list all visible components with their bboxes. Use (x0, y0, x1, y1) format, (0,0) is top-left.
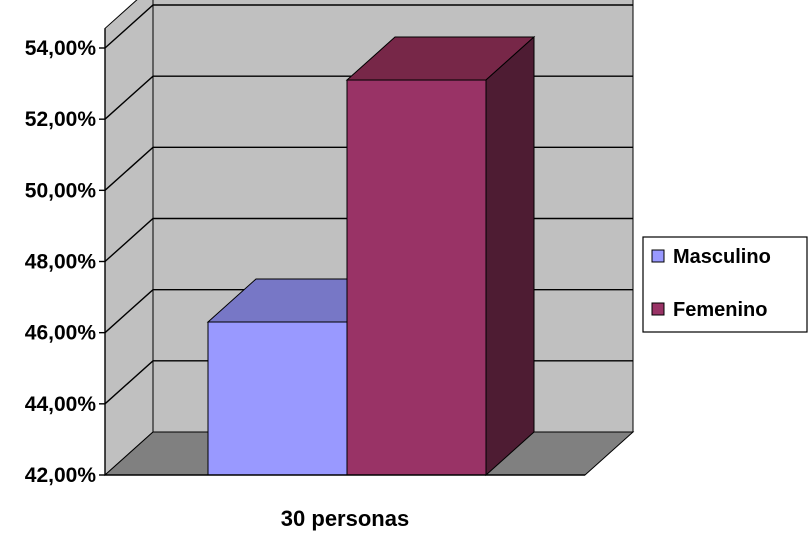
bar-femenino (346, 79, 487, 476)
bars (206, 35, 536, 477)
axes (104, 28, 585, 476)
legend-swatch-masculino (651, 249, 665, 263)
gridline (104, 4, 633, 49)
bar-side-femenino (485, 35, 535, 477)
y-tick-label: 44,00% (25, 393, 97, 416)
side-wall (104, 0, 154, 477)
y-tick-label: 50,00% (25, 179, 97, 202)
x-axis-categories: 30 personas (281, 506, 409, 531)
y-tick-label: 46,00% (25, 322, 97, 345)
y-axis-ticks: 42,00% 44,00% 46,00% 48,00% 50,00% 52,00% 54,0… (25, 37, 105, 487)
legend: Masculino Femenino (642, 236, 808, 333)
legend-label-masculino: Masculino (673, 246, 771, 268)
y-tick-label: 42,00% (25, 464, 97, 487)
x-category-label: 30 personas (281, 506, 409, 531)
legend-box (642, 236, 808, 333)
y-tick-label: 52,00% (25, 108, 97, 131)
y-tick-label: 48,00% (25, 251, 97, 274)
y-tick-label: 54,00% (25, 37, 97, 60)
bar-masculino (207, 321, 348, 476)
legend-swatch-femenino (651, 302, 665, 316)
legend-label-femenino: Femenino (673, 299, 767, 321)
